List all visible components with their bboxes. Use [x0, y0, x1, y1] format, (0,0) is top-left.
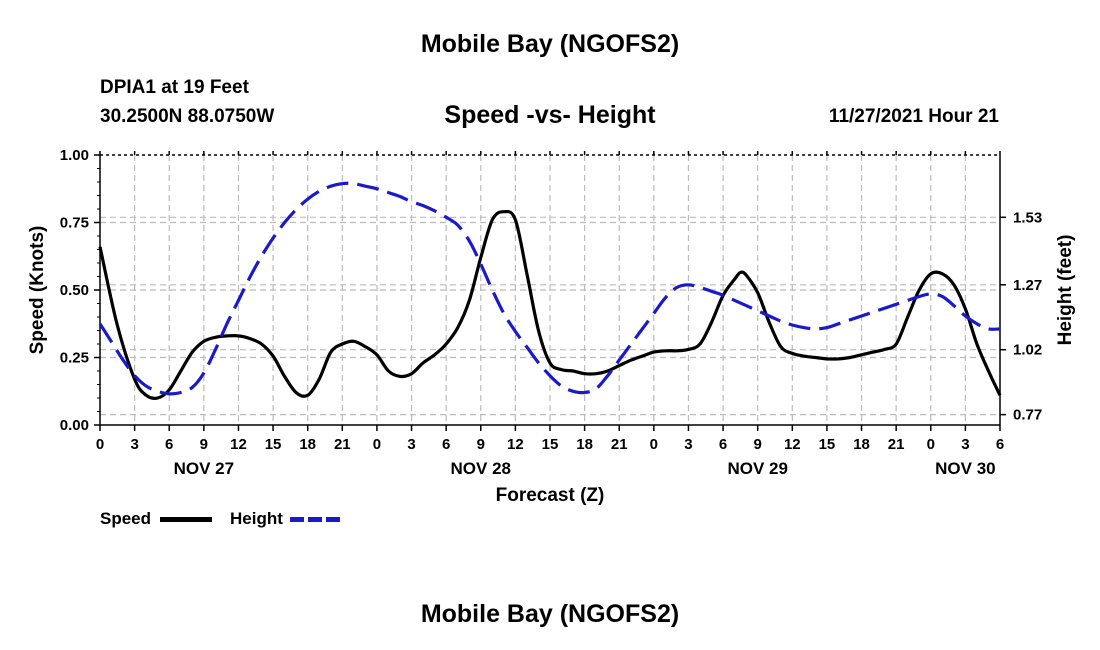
x-tick-label: 9: [477, 436, 485, 453]
y-right-tick-label: 1.02: [1013, 342, 1042, 359]
y-right-tick-label: 1.53: [1013, 209, 1042, 226]
station-coordinates: 30.2500N 88.0750W: [100, 106, 275, 127]
station-label: DPIA1 at 19 Feet: [100, 77, 249, 98]
x-tick-label: 3: [684, 436, 692, 453]
x-tick-label: 18: [299, 436, 316, 453]
page-title: Mobile Bay (NGOFS2): [420, 30, 680, 58]
grid: [100, 155, 1000, 425]
height-series-line: [98, 181, 1001, 396]
axis-labels: Forecast (Z) Speed (Knots) Height (feet): [27, 226, 1076, 506]
x-tick-label: 3: [961, 436, 969, 453]
x-tick-label: 0: [373, 436, 381, 453]
legend-height-label: Height: [230, 509, 283, 528]
x-tick-label: 3: [407, 436, 415, 453]
x-tick-label: 21: [611, 436, 628, 453]
legend-speed-swatch: [160, 517, 212, 522]
x-tick-label: 12: [507, 436, 524, 453]
chart-title: Speed -vs- Height: [444, 101, 656, 129]
date-label: NOV 29: [727, 459, 787, 478]
y-left-tick-label: 0.25: [60, 350, 89, 367]
x-tick-label: 9: [754, 436, 762, 453]
x-axis-label: Forecast (Z): [496, 485, 605, 506]
x-tick-label: 0: [927, 436, 935, 453]
y-left-tick-label: 0.50: [60, 282, 89, 299]
x-tick-label: 6: [996, 436, 1004, 453]
footer-title: Mobile Bay (NGOFS2): [420, 600, 680, 628]
axes: 0 3 6 9 12 15 18 21 0 3 6 9 12 15 18 21 0 3 6 9 12 15 18 21 0 3 6N…: [60, 147, 1042, 478]
y-right-tick-label: 0.77: [1013, 407, 1042, 424]
x-tick-label: 21: [888, 436, 905, 453]
x-tick-label: 0: [96, 436, 104, 453]
x-tick-label: 12: [230, 436, 247, 453]
x-tick-label: 12: [784, 436, 801, 453]
x-tick-label: 21: [334, 436, 351, 453]
series-group: [98, 181, 1002, 400]
y-axis-right-label: Height (feet): [1055, 235, 1076, 346]
x-tick-label: 6: [719, 436, 727, 453]
x-tick-label: 18: [853, 436, 870, 453]
legend-height-swatch: [290, 517, 342, 522]
y-left-tick-label: 0.00: [60, 417, 89, 434]
forecast-datetime: 11/27/2021 Hour 21: [828, 106, 999, 127]
date-label: NOV 30: [935, 459, 995, 478]
x-tick-label: 6: [165, 436, 173, 453]
speed-series-line: [98, 209, 1002, 400]
x-tick-label: 3: [130, 436, 138, 453]
legend-speed-label: Speed: [100, 509, 152, 528]
y-axis-left-label: Speed (Knots): [27, 226, 48, 355]
date-label: NOV 28: [451, 459, 511, 478]
x-tick-label: 15: [265, 436, 282, 453]
x-tick-label: 9: [200, 436, 208, 453]
x-tick-label: 0: [650, 436, 658, 453]
y-left-tick-label: 0.75: [60, 215, 89, 232]
x-tick-label: 18: [576, 436, 593, 453]
x-tick-label: 15: [542, 436, 559, 453]
x-tick-label: 15: [819, 436, 836, 453]
y-right-tick-label: 1.27: [1013, 277, 1042, 294]
date-label: NOV 27: [174, 459, 234, 478]
y-left-tick-label: 1.00: [60, 147, 89, 164]
x-tick-label: 6: [442, 436, 450, 453]
